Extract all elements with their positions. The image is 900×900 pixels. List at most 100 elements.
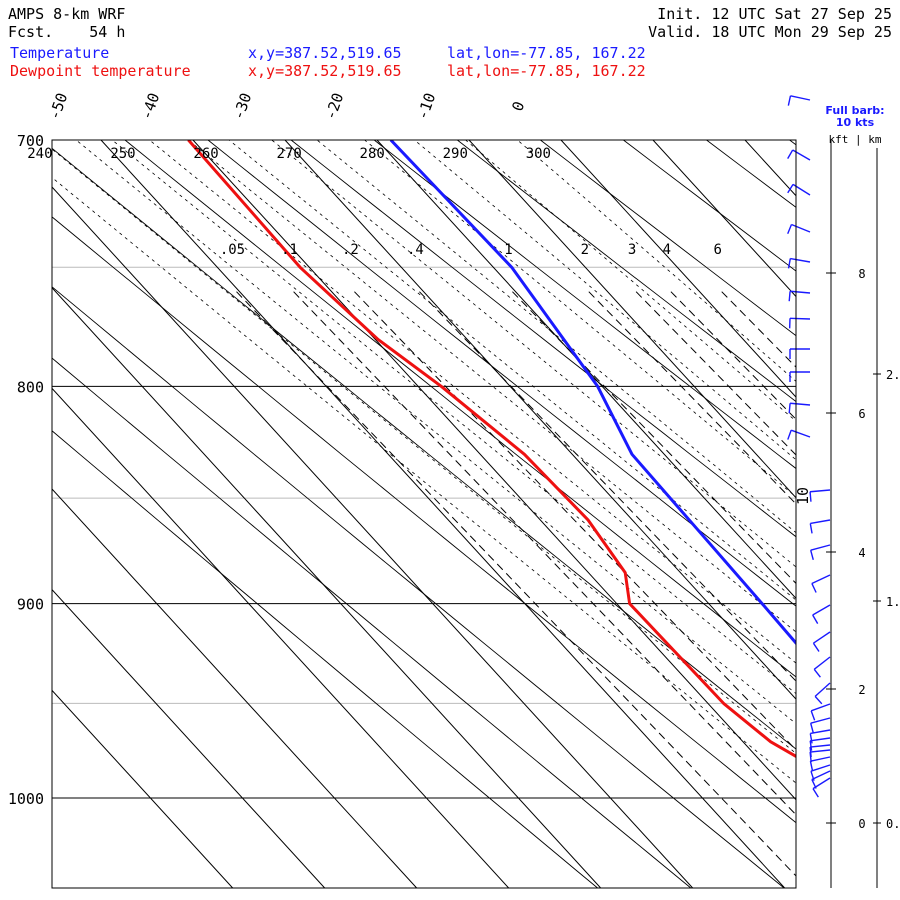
model-title: AMPS 8-km WRF [8, 5, 126, 23]
dry-adiabat-label: 270 [276, 146, 301, 162]
km-tick-label: 0. [886, 817, 900, 831]
wind-barb-staff [810, 489, 831, 493]
wind-barb-flag [814, 695, 823, 705]
kft-tick-label: 2 [858, 683, 865, 697]
dry-adiabat-line [788, 140, 796, 146]
wind-barb-staff [810, 737, 831, 742]
wind-barb-staff [811, 770, 831, 781]
pressure-tick-label: 700 [17, 132, 44, 150]
mixing-ratio-label: 2 [581, 242, 589, 258]
moist-adiabat-line [464, 140, 796, 422]
wind-barb-staff [814, 682, 831, 697]
dry-adiabat-line [52, 216, 796, 824]
wind-barb-flag [812, 642, 820, 652]
temperature-series-line [389, 140, 796, 646]
wind-barb-staff [812, 604, 831, 616]
wind-barb-staff [790, 257, 811, 263]
wind-barb-flag [787, 95, 792, 106]
isotherm-line [52, 689, 234, 888]
mixing-ratio-line [419, 291, 796, 682]
isotherm-line [100, 140, 786, 888]
isotherm-line [652, 140, 796, 298]
dry-adiabat-label: 250 [110, 146, 135, 162]
isotherm-line [468, 140, 796, 499]
mixing-ratio-label: .2 [342, 242, 359, 258]
mixing-ratio-line [588, 291, 796, 505]
wind-barb-staff [791, 223, 811, 233]
dry-adiabat-line [290, 140, 796, 538]
valid-time: Valid. 18 UTC Mon 29 Sep 25 [648, 23, 892, 41]
init-time: Init. 12 UTC Sat 27 Sep 25 [657, 5, 892, 23]
sounding-series [187, 140, 796, 759]
isotherm-line [52, 588, 326, 888]
wind-barb-flag [787, 429, 792, 440]
dewpoint-xy: x,y=387.52,519.65 [248, 62, 402, 80]
wind-barb-flag [810, 710, 816, 721]
barb-note-line2: 10 kts [836, 116, 875, 129]
isotherm-line [284, 140, 796, 700]
wind-barb-flag [810, 722, 814, 734]
mixing-ratio-line [635, 291, 796, 456]
pressure-tick-label: 800 [17, 378, 44, 396]
wind-barb-staff [790, 95, 811, 101]
wind-barb-flag [809, 740, 813, 751]
moist-adiabat-line [75, 140, 796, 725]
forecast-hour: Fcst. 54 h [8, 23, 126, 41]
dry-adiabat-label: 300 [526, 146, 551, 162]
km-tick-label: 2. [886, 368, 900, 382]
dry-adiabat-line [52, 286, 785, 888]
wind-barb-flag [809, 733, 813, 744]
plot-frame [51, 139, 797, 889]
wind-barb-staff [813, 656, 831, 670]
mixing-ratio-line [670, 291, 796, 420]
dewpoint-latlon: lat,lon=-77.85, 167.22 [447, 62, 646, 80]
dry-adiabat-line [207, 140, 796, 607]
isotherm-line [52, 387, 510, 888]
mixing-ratio-label: 4 [663, 242, 671, 258]
kft-tick-label: 8 [858, 267, 865, 281]
wind-barb-flag [787, 224, 793, 235]
dry-adiabat-label: 260 [193, 146, 218, 162]
mixing-ratio-line [236, 291, 796, 877]
wind-barb-flag [813, 668, 821, 678]
isotherm-line [192, 140, 796, 801]
wind-barb-staff [811, 574, 831, 585]
barb-note-line1: Full barb: [825, 104, 884, 117]
moist-adiabat-line [111, 140, 796, 695]
dry-adiabat-line [52, 147, 796, 750]
isotherm-line [52, 286, 602, 888]
moist-adiabat-line [516, 140, 796, 382]
mixing-ratio-line [293, 291, 796, 816]
height-axis-units: kft | km [829, 133, 882, 146]
dry-adiabats [52, 140, 796, 888]
isotherm-label: -50 [45, 90, 71, 122]
wind-barb-staff [810, 764, 831, 772]
isotherm-line [560, 140, 796, 398]
wind-barb-flag [812, 614, 819, 625]
isotherm-label: -40 [137, 90, 163, 122]
dry-adiabat-line [373, 140, 796, 470]
wind-barb-flag [787, 258, 791, 269]
wind-barb-flag [787, 149, 794, 160]
wind-barb-staff [810, 744, 831, 748]
moist-adiabat-line [52, 176, 796, 784]
moist-adiabat-line [187, 140, 796, 633]
mixing-ratio-label: .4 [407, 242, 424, 258]
wind-barb-flag [788, 403, 791, 414]
temperature-legend: Temperature [10, 44, 110, 62]
mixing-ratio-line [512, 291, 796, 585]
dewpoint-legend: Dewpoint temperature [10, 62, 191, 80]
isotherm-line [52, 488, 418, 888]
mixing-ratio-lines [236, 291, 796, 877]
wind-barb-flag [809, 523, 813, 534]
dry-adiabat-label: 290 [443, 146, 468, 162]
mixing-ratio-label: 1 [504, 242, 512, 258]
wind-barb-staff [790, 429, 811, 438]
wind-barb-staff [813, 631, 831, 644]
wind-barb-staff [790, 290, 811, 294]
dry-adiabat-label: 240 [27, 146, 52, 162]
isotherms [52, 140, 796, 888]
wind-barbs [787, 95, 831, 798]
wind-barb-flag [787, 184, 794, 194]
wind-barb-staff [789, 317, 811, 320]
